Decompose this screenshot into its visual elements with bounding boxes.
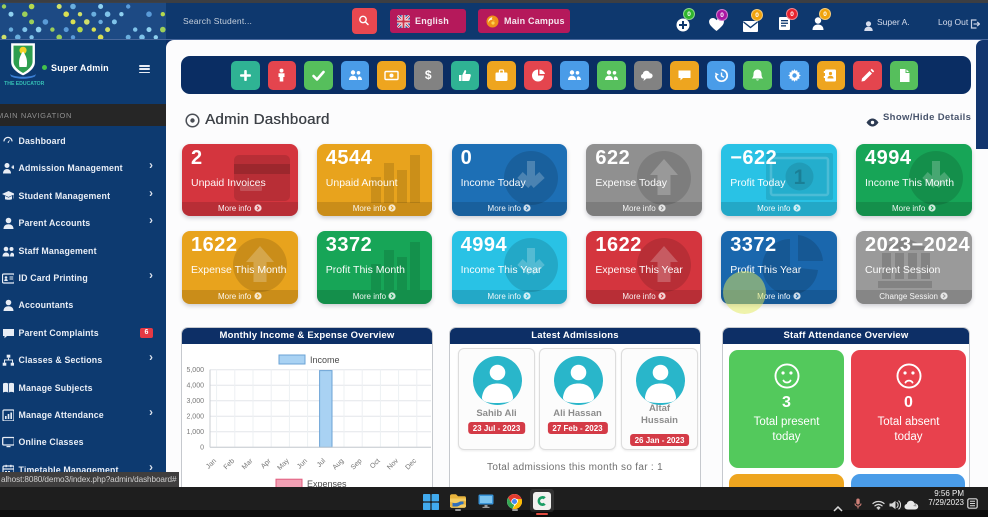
- svg-text:Income: Income: [310, 355, 340, 365]
- svg-text:2,000: 2,000: [186, 414, 204, 421]
- svg-text:Oct: Oct: [369, 458, 382, 471]
- svg-text:Mar: Mar: [241, 457, 255, 471]
- svg-text:1: 1: [793, 166, 805, 189]
- svg-text:Nov: Nov: [386, 457, 400, 471]
- svg-text:Feb: Feb: [223, 458, 237, 472]
- svg-text:3,000: 3,000: [186, 398, 204, 405]
- svg-text:Expenses: Expenses: [307, 479, 347, 487]
- svg-text:0: 0: [200, 445, 204, 452]
- svg-text:Sep: Sep: [350, 458, 364, 472]
- svg-text:Jun: Jun: [296, 458, 309, 471]
- svg-text:Aug: Aug: [332, 458, 346, 472]
- svg-text:May: May: [277, 457, 292, 472]
- svg-text:Dec: Dec: [404, 457, 418, 471]
- svg-text:1,000: 1,000: [186, 429, 204, 436]
- svg-text:Apr: Apr: [260, 457, 273, 470]
- svg-text:4,000: 4,000: [186, 383, 204, 390]
- svg-text:THE EDUCATOR: THE EDUCATOR: [4, 81, 44, 86]
- svg-text:Jan: Jan: [205, 458, 218, 471]
- svg-text:5,000: 5,000: [186, 367, 204, 374]
- svg-text:Jul: Jul: [316, 457, 328, 469]
